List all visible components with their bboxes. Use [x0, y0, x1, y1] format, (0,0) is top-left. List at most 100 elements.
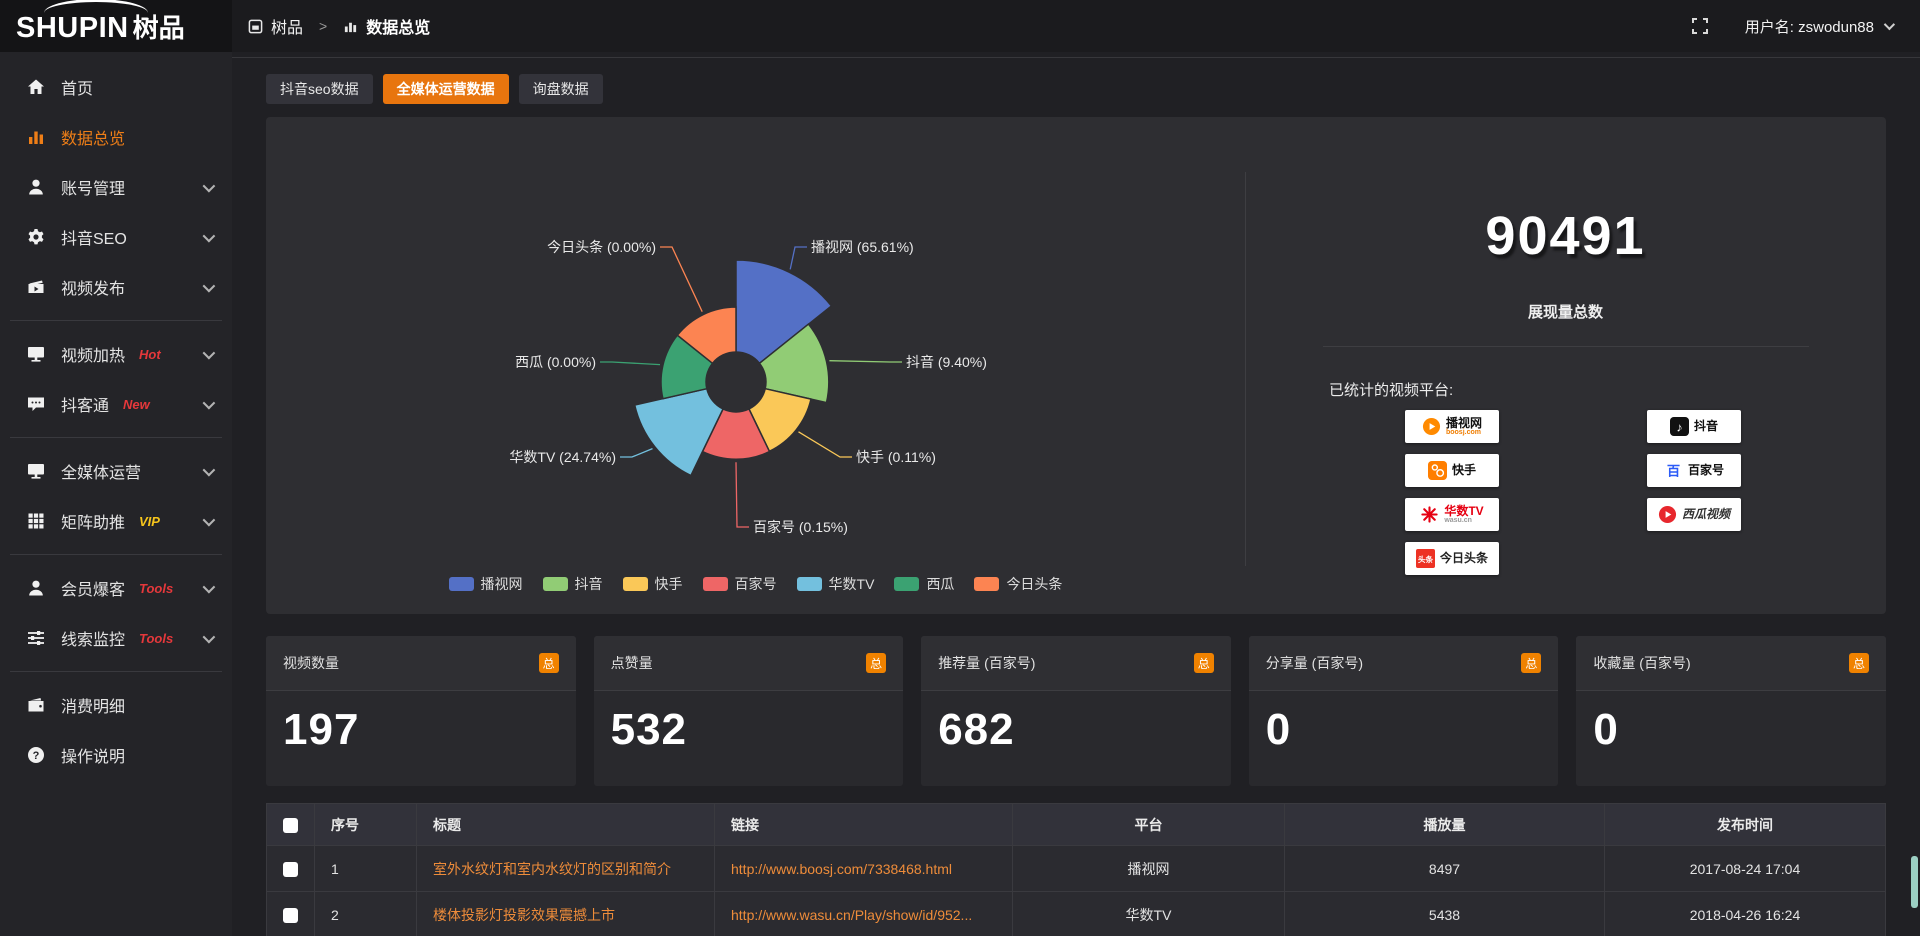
chevron-down-icon: [202, 279, 216, 292]
sidebar-item-question[interactable]: ? 操作说明: [0, 730, 232, 780]
breadcrumb-page[interactable]: 数据总览: [366, 20, 431, 37]
legend-item-播视网[interactable]: 播视网: [448, 574, 523, 594]
legend-item-百家号[interactable]: 百家号: [702, 574, 777, 594]
row-checkbox[interactable]: [283, 861, 298, 877]
sidebar-item-sliders[interactable]: 线索监控 Tools: [0, 613, 232, 663]
legend-item-抖音[interactable]: 抖音: [542, 574, 603, 594]
sidebar-item-grid[interactable]: 矩阵助推 VIP: [0, 496, 232, 546]
cell-platform: 播视网: [1012, 845, 1285, 892]
pie-slice-抖音[interactable]: [758, 323, 830, 404]
legend-label: 西瓜: [926, 576, 955, 592]
page-scrollbar-thumb[interactable]: [1911, 856, 1918, 908]
gear-icon: [26, 227, 46, 247]
chevron-down-icon: [202, 346, 216, 359]
sidebar-item-bar-chart[interactable]: 数据总览: [0, 112, 232, 162]
stat-card-2: 推荐量 (百家号) 总 682: [921, 636, 1231, 786]
stat-card-body: 532: [594, 691, 904, 786]
summary-panel: 90491 展现量总数 已统计的视频平台: 播视网 boosj.com ♪ 抖音 快手 百…: [1245, 117, 1886, 614]
pie-label-line: [735, 462, 749, 528]
total-badge: 总: [1848, 653, 1869, 673]
videos-table: 序号 标题 链接 平台 播放量 发布时间 1 室外水纹灯和室内水纹灯的区别和简介 http:/…: [266, 803, 1886, 936]
cell-platform: 华数TV: [1012, 891, 1285, 936]
sidebar-item-chat[interactable]: 抖客通 New: [0, 379, 232, 429]
wasu-logo-icon: [1420, 505, 1439, 524]
pie-label-line: [660, 246, 703, 312]
pie-slice-百家号[interactable]: [701, 407, 771, 460]
svg-text:♪: ♪: [1676, 420, 1682, 434]
svg-text:百: 百: [1667, 463, 1680, 478]
chevron-down-icon: [202, 513, 216, 526]
sidebar-item-tag: New: [123, 396, 150, 412]
sidebar-divider: [10, 437, 222, 438]
pie-label-百家号: 百家号 (0.15%): [753, 519, 848, 535]
legend-item-西瓜[interactable]: 西瓜: [894, 574, 954, 594]
sidebar-item-video[interactable]: 视频发布: [0, 262, 232, 312]
sidebar-nav: 首页 数据总览 账号管理 抖音SEO 视频发布视频加热 Hot 抖客通 New 全媒体运营 矩阵助…: [0, 52, 232, 780]
sidebar-item-monitor[interactable]: 全媒体运营: [0, 446, 232, 496]
pie-label-line: [789, 246, 807, 270]
tab-1[interactable]: 全媒体运营数据: [382, 74, 509, 104]
sidebar-item-label: 会员爆客: [61, 582, 126, 599]
bar-chart-icon: [26, 127, 46, 147]
baijiahao-logo-icon: 百: [1663, 461, 1683, 480]
videos-table-wrap: 序号 标题 链接 平台 播放量 发布时间 1 室外水纹灯和室内水纹灯的区别和简介 http:/…: [266, 803, 1886, 936]
stat-card-title: 收藏量 (百家号): [1593, 655, 1691, 671]
pie-slice-西瓜[interactable]: [660, 334, 714, 400]
stat-card-header: 视频数量 总: [266, 636, 576, 691]
tab-2[interactable]: 询盘数据: [518, 74, 603, 104]
sidebar-item-gear[interactable]: 抖音SEO: [0, 212, 232, 262]
video-title-link[interactable]: 室外水纹灯和室内水纹灯的区别和简介: [433, 860, 671, 877]
wallet-icon: [26, 695, 46, 715]
legend-label: 播视网: [480, 576, 523, 592]
platform-name: 播视网: [1445, 415, 1482, 430]
pie-slice-华数TV[interactable]: [633, 387, 725, 477]
breadcrumb-app[interactable]: 树品: [271, 20, 304, 37]
monitor-icon: [26, 461, 46, 481]
sidebar-item-home[interactable]: 首页: [0, 62, 232, 112]
video-url-link[interactable]: http://www.boosj.com/7338468.html: [731, 860, 953, 877]
row-checkbox[interactable]: [283, 907, 298, 923]
video-url-link[interactable]: http://www.wasu.cn/Play/show/id/952...: [731, 906, 973, 923]
cell-time: 2018-04-26 16:24: [1604, 891, 1886, 936]
sidebar-item-user-star[interactable]: 会员爆客 Tools: [0, 563, 232, 613]
platform-name: 抖音: [1693, 419, 1718, 434]
username-value: zswodun88: [1798, 18, 1874, 36]
total-impressions-value: 90491: [1485, 206, 1646, 266]
platform-name: 百家号: [1687, 463, 1724, 478]
video-title-link[interactable]: 楼体投影灯投影效果震撼上市: [433, 906, 615, 923]
user-icon: [26, 177, 46, 197]
platform-badge-wasu: 华数TV wasu.cn: [1405, 498, 1499, 531]
stat-card-0: 视频数量 总 197: [266, 636, 576, 786]
legend-item-华数TV[interactable]: 华数TV: [796, 574, 874, 594]
stat-card-body: 682: [921, 691, 1231, 786]
sidebar-item-label: 视频加热: [61, 348, 126, 365]
rose-chart-area: 播视网 (65.61%) 抖音 (9.40%) 快手 (0.11%) 百家号 (0.1…: [266, 117, 1245, 614]
pie-label-line: [600, 361, 661, 366]
logo-brand-en: SHUPIN: [16, 11, 129, 44]
pie-slice-今日头条[interactable]: [676, 306, 737, 365]
legend-item-快手[interactable]: 快手: [622, 574, 683, 594]
platform-badge-kuaishou: 快手: [1405, 454, 1499, 487]
xigua-logo-icon: [1658, 505, 1677, 524]
user-menu-chevron-icon[interactable]: [1883, 18, 1896, 31]
sidebar-item-monitor-play[interactable]: 视频加热 Hot: [0, 329, 232, 379]
sidebar-divider: [10, 320, 222, 321]
sidebar: SHUPIN 树品 首页 数据总览 账号管理 抖音SEO 视频发布视频加热 Hot 抖客通 N…: [0, 0, 232, 936]
chevron-down-icon: [202, 229, 216, 242]
logo-brand-cn: 树品: [132, 12, 185, 43]
topbar: 树品 > 数据总览 用户名: zswodun88: [232, 0, 1920, 52]
tab-0[interactable]: 抖音seo数据: [266, 74, 373, 104]
legend-item-今日头条[interactable]: 今日头条: [974, 574, 1062, 594]
stat-card-header: 收藏量 (百家号) 总: [1576, 636, 1886, 691]
chart-legend: 播视网 抖音 快手 百家号 华数TV 西瓜 今日头条: [266, 574, 1245, 594]
pie-slice-播视网[interactable]: [735, 259, 833, 365]
legend-label: 今日头条: [1006, 576, 1063, 592]
kuaishou-logo-icon: [1427, 461, 1447, 480]
legend-swatch: [894, 577, 920, 591]
pie-slice-快手[interactable]: [747, 387, 812, 453]
select-all-checkbox[interactable]: [283, 817, 298, 833]
fullscreen-icon[interactable]: [1691, 17, 1709, 35]
sidebar-item-wallet[interactable]: 消费明细: [0, 680, 232, 730]
sidebar-item-user[interactable]: 账号管理: [0, 162, 232, 212]
total-badge: 总: [538, 653, 559, 673]
